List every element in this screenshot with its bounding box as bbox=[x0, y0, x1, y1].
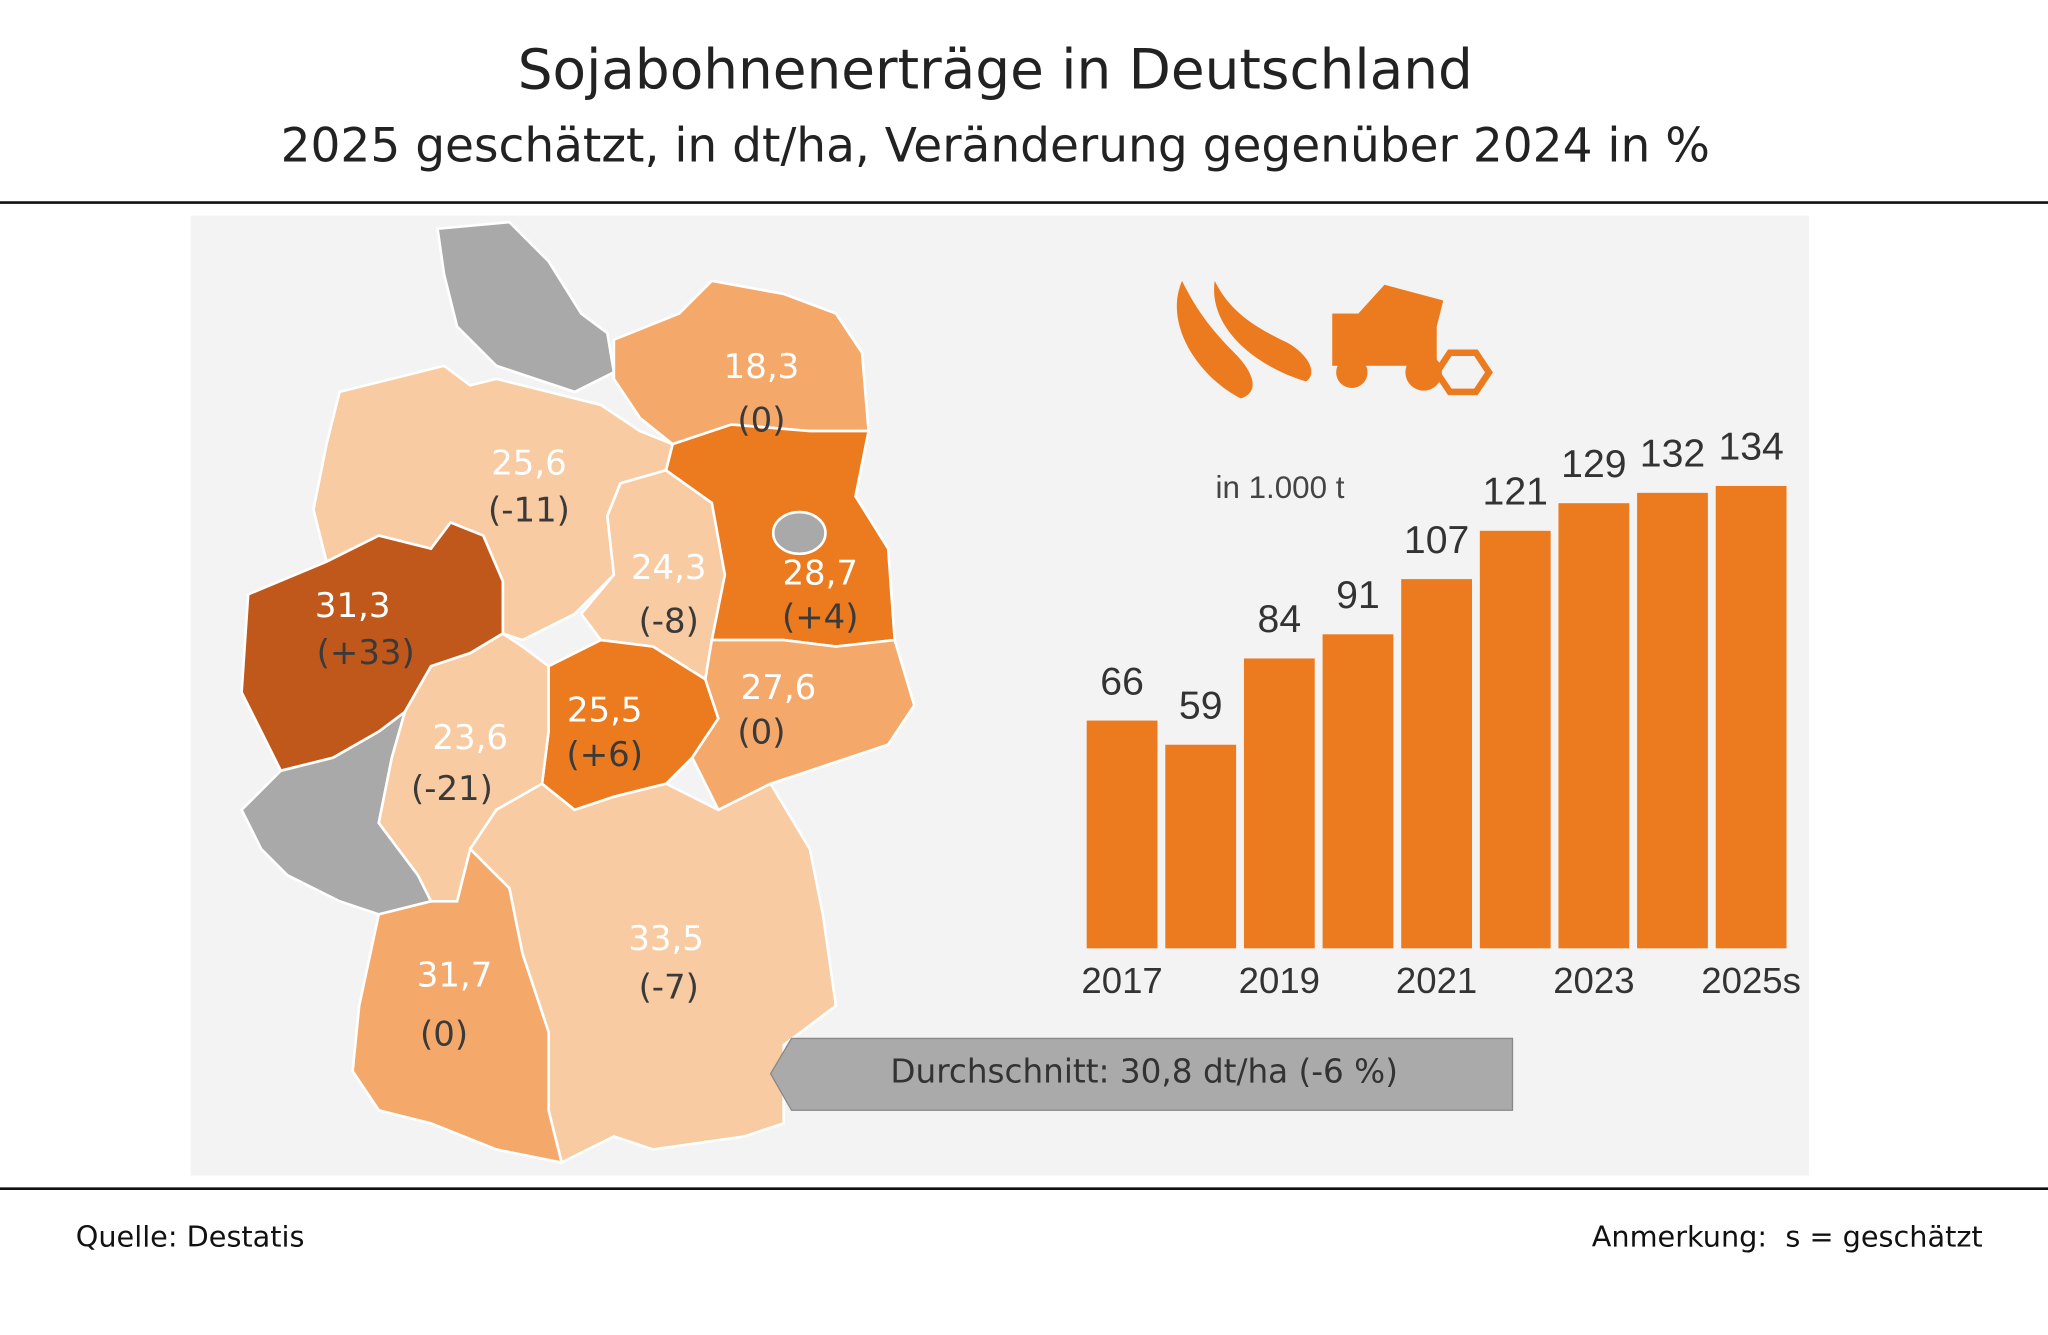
bar bbox=[1558, 503, 1630, 949]
harvester-icon bbox=[1358, 284, 1444, 327]
bar bbox=[1479, 530, 1551, 949]
region-change: (+6) bbox=[566, 735, 643, 775]
value-label: 84 bbox=[1258, 598, 1302, 641]
x-tick-label: 2017 bbox=[1081, 960, 1162, 1001]
region-change: (-11) bbox=[488, 491, 570, 531]
value-label: 132 bbox=[1640, 433, 1705, 476]
subtitle: 2025 geschätzt, in dt/ha, Veränderung ge… bbox=[281, 118, 1710, 173]
bar bbox=[1715, 485, 1787, 949]
bar bbox=[1243, 658, 1315, 949]
region-value: 31,7 bbox=[417, 956, 493, 996]
bean-icon bbox=[1214, 280, 1312, 382]
x-tick-label: 2025s bbox=[1701, 960, 1801, 1001]
harvester-icon bbox=[1405, 354, 1442, 391]
region-change: (+4) bbox=[782, 598, 859, 638]
value-label: 91 bbox=[1336, 574, 1380, 617]
source: Quelle: Destatis bbox=[76, 1219, 305, 1253]
region bbox=[690, 638, 916, 812]
region-value: 28,7 bbox=[782, 553, 858, 593]
bar-chart: 66 2017 59 84 2019 91 107 2021 121 129 2023 132 134 2… bbox=[1081, 426, 1801, 1002]
region-value: 31,3 bbox=[315, 586, 391, 626]
value-label: 129 bbox=[1561, 443, 1626, 486]
region-value: 18,3 bbox=[724, 347, 800, 387]
value-label: 121 bbox=[1483, 471, 1548, 514]
region-no-data bbox=[771, 510, 827, 556]
region-change: (-21) bbox=[411, 769, 493, 809]
bar bbox=[1401, 579, 1472, 949]
region-no-data bbox=[436, 220, 616, 394]
title: Sojabohnenerträge in Deutschland bbox=[518, 37, 1473, 101]
bar bbox=[1637, 492, 1708, 949]
average-bg bbox=[769, 1037, 1514, 1111]
region-value: 33,5 bbox=[628, 919, 704, 959]
bean-icon bbox=[1176, 280, 1253, 399]
region-change: (0) bbox=[737, 400, 785, 440]
bar bbox=[1165, 744, 1237, 949]
region-value: 23,6 bbox=[432, 718, 508, 758]
value-label: 66 bbox=[1100, 660, 1144, 703]
harvester-icon bbox=[1336, 356, 1368, 388]
note: Anmerkung: s = geschätzt bbox=[1592, 1219, 1983, 1253]
x-tick-label: 2019 bbox=[1239, 960, 1320, 1001]
x-tick-label: 2023 bbox=[1553, 960, 1634, 1001]
region-change: (0) bbox=[737, 713, 785, 753]
value-label: 59 bbox=[1179, 685, 1223, 728]
region-value: 24,3 bbox=[631, 548, 707, 588]
average-label: Durchschnitt: 30,8 dt/ha (-6 %) bbox=[890, 1053, 1398, 1091]
bar bbox=[1322, 634, 1394, 949]
map: 18,3 (0) 25,6 (-11) 24,3 (-8) 28,7 (+4) 31,3 (+33… bbox=[240, 220, 916, 1165]
harvester-icon bbox=[1432, 349, 1493, 396]
region-change: (0) bbox=[420, 1014, 468, 1054]
x-tick-label: 2021 bbox=[1396, 960, 1477, 1001]
region-change: (+33) bbox=[317, 633, 415, 673]
icons bbox=[1176, 280, 1493, 399]
region-change: (-8) bbox=[639, 602, 699, 642]
region-value: 27,6 bbox=[741, 668, 817, 708]
unit-label: in 1.000 t bbox=[1216, 470, 1345, 505]
average-box: Durchschnitt: 30,8 dt/ha (-6 %) bbox=[769, 1037, 1514, 1111]
bar bbox=[1086, 720, 1158, 949]
region-value: 25,5 bbox=[567, 690, 643, 730]
region bbox=[351, 846, 564, 1165]
value-label: 107 bbox=[1404, 519, 1469, 562]
region-change: (-7) bbox=[639, 967, 699, 1007]
value-label: 134 bbox=[1718, 426, 1783, 469]
region-value: 25,6 bbox=[491, 444, 567, 484]
